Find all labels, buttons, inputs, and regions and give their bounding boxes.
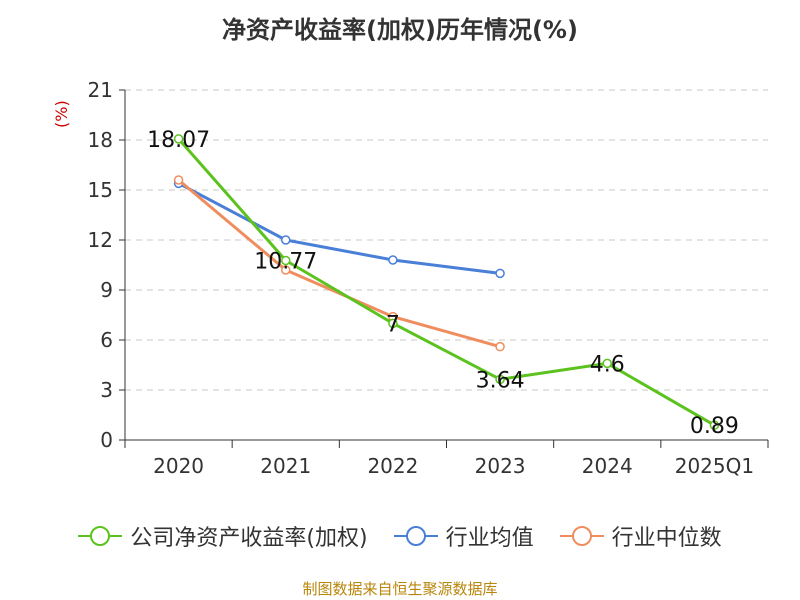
legend-marker-company <box>78 526 123 546</box>
y-tick-label-6: 6 <box>100 328 113 352</box>
series-0-point-2024 <box>602 358 612 369</box>
data-source-note: 制图数据来自恒生聚源数据库 <box>302 580 498 598</box>
data-label-2021: 10.77 <box>254 250 317 275</box>
legend-marker-industry-mean <box>393 526 438 546</box>
legend-item-company[interactable]: 公司净资产收益率(加权) <box>78 520 368 552</box>
x-tick-label-2025Q1: 2025Q1 <box>675 454 754 478</box>
y-tick-label-3: 3 <box>100 378 113 402</box>
y-tick-label-21: 21 <box>88 78 113 102</box>
series-0-point-2021 <box>281 255 291 266</box>
legend-marker-industry-median <box>559 526 604 546</box>
legend-label-company: 公司净资产收益率(加权) <box>130 526 368 551</box>
legend-item-industry-mean[interactable]: 行业均值 <box>393 520 534 552</box>
x-tick-label-2022: 2022 <box>367 454 418 478</box>
series-2-point-2023 <box>495 341 505 352</box>
chart-title: 净资产收益率(加权)历年情况(%) <box>222 16 578 44</box>
series-1-point-2023 <box>495 268 505 279</box>
y-tick-label-18: 18 <box>88 128 113 152</box>
x-tick-label-2021: 2021 <box>260 454 311 478</box>
data-label-2020: 18.07 <box>147 128 210 153</box>
data-label-2024: 4.6 <box>590 352 625 377</box>
series-2-point-2020 <box>173 175 184 185</box>
legend-label-industry-mean: 行业均值 <box>445 526 534 551</box>
series-0-point-2020 <box>173 134 184 144</box>
legend: 公司净资产收益率(加权) 行业均值 行业中位数 <box>0 520 800 552</box>
x-tick-label-2024: 2024 <box>582 454 633 478</box>
series-line-2 <box>177 178 501 349</box>
y-tick-label-15: 15 <box>88 178 113 202</box>
legend-item-industry-median[interactable]: 行业中位数 <box>559 520 722 552</box>
data-label-2025Q1: 0.89 <box>690 414 739 439</box>
x-tick-label-2023: 2023 <box>475 454 526 478</box>
series-0-point-2025Q1 <box>709 420 720 430</box>
series-0-point-2023 <box>495 374 505 385</box>
series-1-point-2021 <box>281 235 291 245</box>
y-tick-label-0: 0 <box>100 428 113 452</box>
legend-label-industry-median: 行业中位数 <box>611 526 722 551</box>
series-2-point-2021 <box>281 265 291 275</box>
y-tick-label-12: 12 <box>88 228 113 252</box>
series-1-point-2022 <box>388 255 398 265</box>
series-line-0 <box>177 137 716 427</box>
y-tick-label-9: 9 <box>100 278 113 302</box>
series-0-point-2022 <box>388 318 398 329</box>
data-label-2022: 7 <box>386 312 400 337</box>
series-line-1 <box>177 182 501 275</box>
data-label-2023: 3.64 <box>476 368 525 393</box>
x-tick-label-2020: 2020 <box>153 454 204 478</box>
